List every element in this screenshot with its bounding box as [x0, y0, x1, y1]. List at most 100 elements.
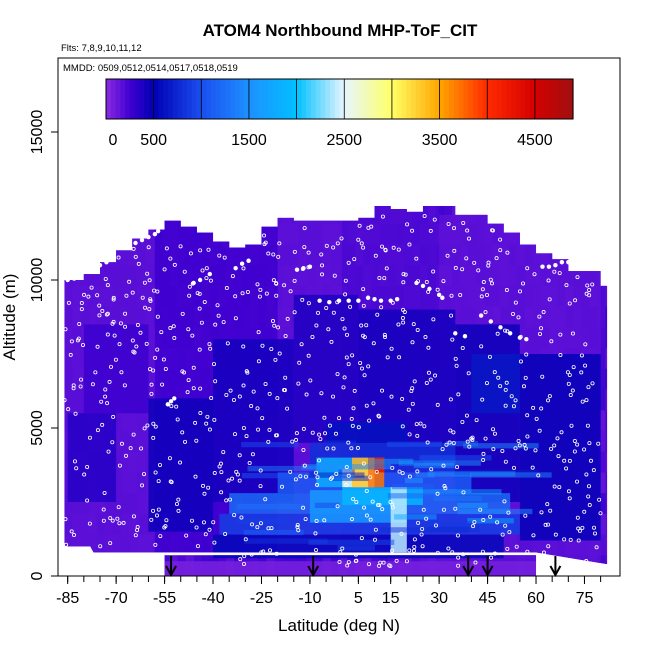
sample-point	[344, 355, 349, 360]
heat-cell	[524, 206, 534, 224]
sample-point	[259, 550, 264, 555]
sample-point	[585, 423, 590, 428]
sample-point	[364, 323, 369, 328]
colorbar-segment	[406, 79, 412, 119]
sample-point	[77, 321, 82, 326]
sample-point	[145, 271, 150, 276]
sample-point	[107, 379, 112, 384]
sample-point	[151, 421, 156, 426]
sample-point	[401, 320, 406, 325]
sample-point	[105, 283, 110, 288]
colorbar-segment	[248, 79, 255, 119]
sample-point	[473, 560, 478, 565]
sample-point	[507, 530, 512, 535]
flight-track-point	[104, 260, 109, 265]
sample-point	[231, 398, 236, 403]
sample-point	[147, 367, 152, 372]
colorbar-segment	[468, 79, 474, 119]
sample-point	[548, 508, 553, 513]
heat-cell	[129, 206, 138, 224]
sample-point	[503, 459, 508, 464]
heat-cell	[605, 285, 608, 307]
sample-point	[298, 474, 303, 479]
sample-point	[237, 394, 242, 399]
heat-streak	[368, 458, 414, 465]
sample-point	[557, 485, 562, 490]
sample-point	[421, 507, 426, 512]
sample-point	[130, 290, 135, 295]
flight-track-point	[97, 263, 103, 268]
sample-point	[174, 502, 179, 507]
heat-cell	[565, 555, 574, 576]
sample-point	[531, 533, 536, 538]
sample-point	[95, 293, 100, 298]
sample-point	[292, 278, 297, 283]
sample-point	[533, 448, 538, 453]
sample-point	[583, 563, 588, 568]
sample-point	[242, 554, 247, 559]
sample-point	[285, 406, 290, 411]
colorbar-segment	[453, 79, 460, 119]
sample-point	[146, 245, 151, 250]
sample-point	[449, 313, 454, 318]
colorbar-segment	[134, 79, 140, 119]
sample-point	[340, 317, 345, 322]
sample-point	[368, 475, 373, 480]
sample-point	[106, 449, 111, 454]
sample-point	[209, 396, 214, 401]
heat-cell	[573, 182, 581, 203]
flight-track-point	[414, 280, 419, 286]
sample-point	[377, 414, 382, 419]
sample-point	[582, 447, 587, 452]
sample-point	[82, 472, 87, 477]
heat-cell	[177, 206, 186, 224]
heat-cell	[589, 244, 598, 266]
sample-point	[431, 269, 436, 274]
sample-point	[396, 247, 401, 252]
sample-point	[224, 286, 229, 291]
heat-cell	[242, 182, 250, 203]
heat-streak	[241, 441, 299, 448]
sample-point	[204, 266, 209, 271]
sample-point	[331, 245, 336, 250]
sample-point	[79, 301, 84, 306]
sample-point	[197, 347, 202, 352]
sample-point	[213, 379, 218, 384]
sample-point	[66, 300, 71, 305]
sample-point	[511, 311, 516, 316]
sample-point	[400, 471, 405, 476]
sample-point	[553, 532, 558, 537]
sample-point	[313, 531, 318, 536]
sample-point	[441, 507, 446, 512]
sample-point	[344, 465, 349, 470]
sample-point	[267, 548, 272, 553]
heat-region	[164, 561, 537, 576]
sample-point	[518, 359, 523, 364]
sample-point	[471, 524, 476, 529]
heat-cell	[605, 430, 608, 452]
plot-area	[62, 182, 608, 578]
sample-point	[193, 420, 198, 425]
sample-point	[131, 514, 136, 519]
heat-streak	[247, 465, 320, 472]
sample-point	[163, 366, 168, 371]
sample-point	[573, 298, 578, 303]
sample-point	[530, 465, 535, 470]
release-arrow-head	[549, 565, 562, 578]
heat-cell	[548, 206, 558, 224]
sample-point	[503, 328, 508, 333]
heatmap	[64, 182, 608, 576]
sample-point	[274, 293, 279, 298]
sample-point	[567, 301, 572, 306]
heat-cell	[605, 389, 608, 411]
colorbar-segment	[382, 79, 388, 119]
sample-point	[89, 285, 94, 290]
heat-cell	[80, 223, 90, 245]
sample-point	[213, 322, 218, 327]
sample-point	[164, 246, 169, 251]
sample-point	[97, 303, 102, 308]
sample-point	[197, 306, 202, 311]
sample-point	[154, 513, 159, 518]
colorbar-segment	[563, 79, 569, 119]
sample-point	[354, 558, 359, 563]
